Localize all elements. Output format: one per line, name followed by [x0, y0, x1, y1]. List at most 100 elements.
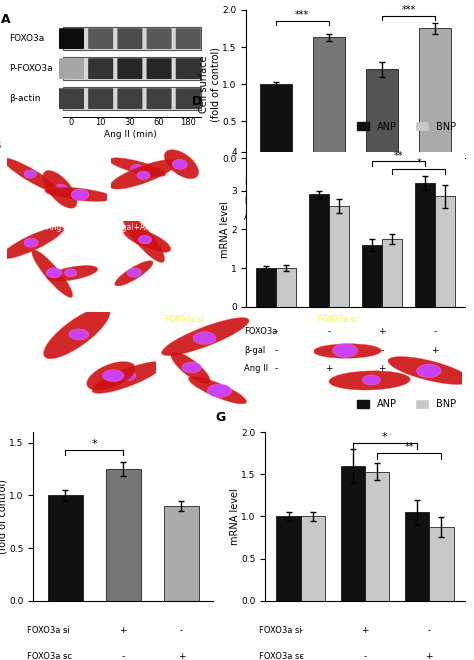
Text: 60: 60: [154, 118, 164, 127]
Bar: [329, 206, 349, 307]
Text: -: -: [274, 364, 277, 374]
Text: -: -: [122, 651, 125, 660]
Text: +: +: [378, 327, 386, 336]
Text: -: -: [299, 651, 302, 660]
Text: -: -: [327, 346, 330, 355]
Bar: [106, 469, 141, 601]
Text: *: *: [382, 432, 388, 442]
FancyBboxPatch shape: [88, 58, 113, 79]
Bar: [362, 245, 382, 307]
Bar: [419, 28, 451, 158]
Bar: [301, 516, 325, 601]
FancyBboxPatch shape: [59, 88, 84, 109]
Bar: [435, 197, 456, 307]
Bar: [260, 84, 292, 158]
Text: G: G: [216, 411, 226, 424]
Bar: [313, 38, 345, 158]
Text: C: C: [192, 0, 201, 3]
FancyBboxPatch shape: [146, 28, 172, 49]
Text: +: +: [431, 213, 439, 222]
Text: 30: 30: [125, 118, 135, 127]
FancyBboxPatch shape: [59, 58, 84, 79]
Text: B: B: [0, 139, 2, 152]
Text: +: +: [431, 346, 439, 355]
Text: **: **: [394, 150, 403, 161]
Text: 0: 0: [69, 118, 74, 127]
Bar: [63, 87, 201, 110]
Y-axis label: mRNA level: mRNA level: [219, 201, 229, 257]
Text: FOXO3a: FOXO3a: [244, 178, 277, 187]
Text: +: +: [431, 195, 439, 205]
FancyBboxPatch shape: [176, 28, 201, 49]
Bar: [341, 466, 365, 601]
FancyBboxPatch shape: [146, 88, 172, 109]
Text: P-FOXO3a: P-FOXO3a: [9, 64, 53, 73]
Bar: [276, 516, 301, 601]
Text: ***: ***: [401, 5, 416, 15]
Text: -: -: [64, 651, 67, 660]
Bar: [255, 268, 276, 307]
Text: β-gal: β-gal: [244, 195, 265, 205]
Text: -: -: [274, 213, 277, 222]
FancyBboxPatch shape: [88, 88, 113, 109]
Text: A: A: [0, 13, 10, 26]
Text: -: -: [434, 327, 437, 336]
Text: FOXO3a: FOXO3a: [9, 34, 44, 43]
Text: +: +: [178, 651, 185, 660]
Bar: [415, 183, 435, 307]
Bar: [405, 512, 429, 601]
Text: -: -: [299, 626, 302, 636]
Text: +: +: [431, 364, 439, 374]
Text: FOXO3a sc: FOXO3a sc: [27, 651, 73, 660]
Text: **: **: [404, 442, 414, 453]
Text: +: +: [378, 178, 386, 187]
FancyBboxPatch shape: [176, 58, 201, 79]
Y-axis label: Cell surface
(fold of control): Cell surface (fold of control): [0, 479, 8, 554]
Text: -: -: [364, 651, 366, 660]
Text: -: -: [327, 327, 330, 336]
Text: -: -: [327, 195, 330, 205]
FancyBboxPatch shape: [176, 88, 201, 109]
Text: FOXO3a sc: FOXO3a sc: [259, 651, 304, 660]
Text: +: +: [325, 364, 333, 374]
Bar: [63, 27, 201, 50]
Text: -: -: [274, 195, 277, 205]
Text: β-actin: β-actin: [9, 94, 40, 103]
Text: Ang II (min): Ang II (min): [103, 130, 156, 139]
Text: -: -: [274, 327, 277, 336]
Text: Ang II: Ang II: [244, 213, 268, 222]
Text: FOXO3a: FOXO3a: [244, 327, 277, 336]
Text: ***: ***: [295, 11, 310, 20]
Text: -: -: [381, 346, 384, 355]
Text: D: D: [192, 96, 202, 108]
Text: β-gal: β-gal: [244, 346, 265, 355]
Text: -: -: [274, 346, 277, 355]
Bar: [366, 69, 398, 158]
Bar: [382, 239, 402, 307]
Text: *: *: [417, 158, 421, 168]
Bar: [429, 527, 454, 601]
FancyBboxPatch shape: [146, 58, 172, 79]
Bar: [309, 195, 329, 307]
Text: -: -: [381, 195, 384, 205]
Text: +: +: [361, 626, 369, 636]
Text: -: -: [428, 626, 431, 636]
Text: +: +: [119, 626, 127, 636]
Text: -: -: [434, 178, 437, 187]
Bar: [48, 496, 82, 601]
Text: -: -: [327, 178, 330, 187]
Text: *: *: [91, 439, 97, 449]
Text: FOXO3a si: FOXO3a si: [27, 626, 70, 636]
Bar: [365, 472, 389, 601]
FancyBboxPatch shape: [118, 58, 142, 79]
Text: +: +: [325, 213, 333, 222]
Legend: ANP, BNP: ANP, BNP: [354, 395, 460, 413]
Text: -: -: [180, 626, 183, 636]
FancyBboxPatch shape: [118, 88, 142, 109]
Y-axis label: mRNA level: mRNA level: [230, 488, 240, 544]
Bar: [63, 57, 201, 80]
Text: -: -: [274, 178, 277, 187]
FancyBboxPatch shape: [59, 28, 84, 49]
Text: Ang II: Ang II: [244, 364, 268, 374]
Text: -: -: [64, 626, 67, 636]
